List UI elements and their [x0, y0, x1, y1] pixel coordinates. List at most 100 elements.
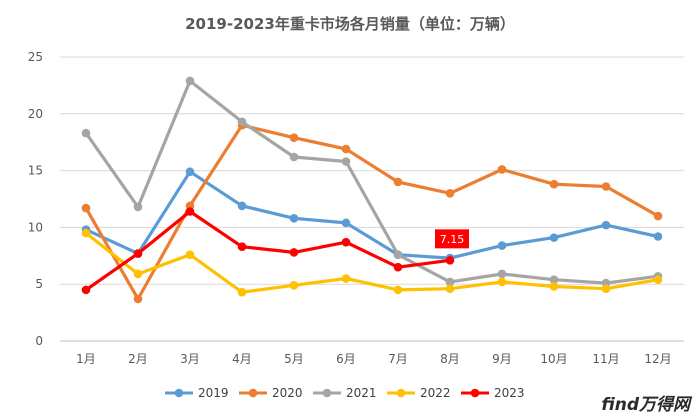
data-label-callout: 7.15 — [435, 229, 469, 249]
series-line-2019 — [85, 170, 659, 260]
data-point — [393, 250, 403, 259]
x-tick-label: 7月 — [388, 352, 408, 366]
data-point — [497, 241, 507, 250]
y-tick-label: 0 — [35, 334, 43, 348]
callout-text: 7.15 — [440, 233, 465, 246]
data-point — [81, 285, 91, 295]
data-point — [341, 274, 351, 283]
legend-label: 2021 — [346, 386, 377, 400]
chart-title: 2019-2023年重卡市场各月销量（单位：万辆） — [185, 15, 515, 33]
legend-item-2020: 2020 — [239, 386, 303, 400]
legend-swatch-marker — [174, 388, 184, 398]
y-tick-label: 25 — [28, 50, 43, 64]
data-point — [289, 152, 299, 162]
data-point — [185, 207, 195, 216]
y-tick-label: 10 — [28, 220, 43, 234]
data-point — [549, 233, 559, 242]
data-point — [393, 285, 403, 295]
legend: 2019 2020 2021 2022 2023 — [165, 386, 525, 400]
legend-swatch-marker — [322, 388, 332, 398]
data-point — [601, 220, 611, 230]
data-point — [185, 76, 195, 86]
series-2020 — [81, 120, 663, 304]
data-point — [81, 128, 91, 138]
data-point — [133, 294, 143, 304]
data-point — [185, 167, 195, 177]
axes: 0 5 10 15 20 25 1月 2月 3月 4月 5月 6月 7月 8月 9月 10月 11月 12月 — [28, 50, 684, 366]
legend-item-2019: 2019 — [165, 386, 229, 400]
y-tick-label: 5 — [35, 277, 43, 291]
data-point — [341, 218, 351, 228]
data-point — [497, 277, 507, 287]
data-point — [341, 157, 351, 166]
legend-swatch-marker — [470, 388, 480, 398]
data-point — [133, 249, 143, 258]
data-point — [653, 232, 663, 241]
data-point — [289, 214, 299, 223]
data-point — [549, 282, 559, 291]
data-point — [81, 228, 91, 238]
x-tick-label: 2月 — [128, 352, 148, 366]
series-line-2021 — [84, 79, 659, 285]
data-point — [237, 201, 247, 211]
series-line-2023 — [85, 209, 451, 292]
legend-swatch-marker — [396, 388, 406, 398]
data-point — [601, 182, 611, 191]
data-point — [549, 275, 559, 284]
series-line-2020 — [84, 123, 659, 301]
series-lines — [81, 76, 663, 304]
data-point — [393, 177, 403, 187]
data-point — [133, 269, 143, 279]
series-2023 — [81, 207, 455, 295]
legend-label: 2023 — [494, 386, 525, 400]
data-point — [81, 203, 91, 213]
series-2019 — [81, 167, 663, 263]
x-tick-label: 4月 — [232, 352, 252, 366]
x-tick-label: 8月 — [440, 352, 460, 366]
x-tick-label: 12月 — [644, 352, 671, 366]
y-tick-label: 20 — [28, 107, 43, 121]
callout-box — [435, 229, 469, 249]
x-tick-label: 1月 — [76, 352, 96, 366]
data-point — [289, 133, 299, 142]
legend-label: 2022 — [420, 386, 451, 400]
data-point — [237, 242, 247, 252]
x-tick-label: 9月 — [492, 352, 512, 366]
watermark: find万得网 — [601, 395, 693, 415]
legend-item-2021: 2021 — [313, 386, 377, 400]
data-point — [445, 277, 455, 287]
series-2022 — [81, 228, 663, 297]
y-tick-label: 15 — [28, 164, 43, 178]
data-point — [601, 284, 611, 294]
data-point — [497, 269, 507, 279]
data-point — [445, 189, 455, 198]
legend-item-2023: 2023 — [461, 386, 525, 400]
data-point — [341, 144, 351, 154]
data-point — [133, 202, 143, 212]
data-point — [289, 281, 299, 290]
data-point — [393, 262, 403, 272]
x-tick-label: 5月 — [284, 352, 304, 366]
x-tick-label: 3月 — [180, 352, 200, 366]
data-point — [549, 179, 559, 189]
legend-item-2022: 2022 — [387, 386, 451, 400]
data-point — [497, 165, 507, 174]
data-point — [289, 248, 299, 257]
annotations: 7.15 — [435, 229, 469, 249]
x-tick-label: 11月 — [592, 352, 619, 366]
data-point — [185, 250, 195, 259]
data-point — [237, 287, 247, 297]
data-point — [445, 256, 455, 265]
series-line-2022 — [85, 231, 659, 294]
data-point — [341, 237, 351, 247]
data-point — [237, 117, 247, 127]
data-point — [445, 284, 455, 294]
x-tick-label: 6月 — [336, 352, 356, 366]
legend-label: 2020 — [272, 386, 303, 400]
legend-swatch-marker — [248, 388, 258, 398]
x-tick-label: 10月 — [540, 352, 567, 366]
legend-label: 2019 — [198, 386, 229, 400]
data-point — [653, 211, 663, 221]
